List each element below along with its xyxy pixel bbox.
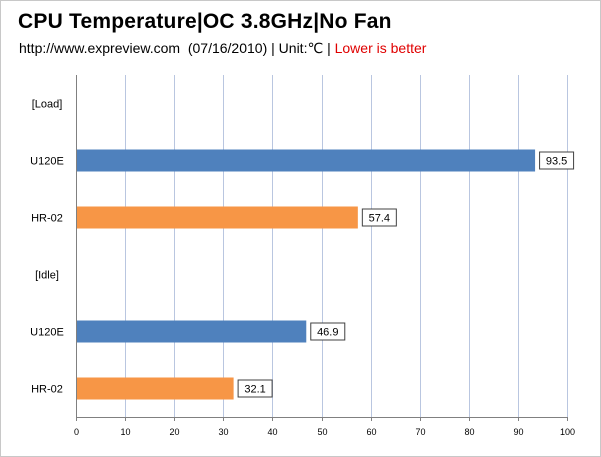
x-tick-label: 60 xyxy=(366,427,376,437)
x-tick-label: 30 xyxy=(218,427,228,437)
x-tick-label: 50 xyxy=(317,427,327,437)
x-tick-label: 100 xyxy=(560,427,575,437)
chart-subtitle: http://www.expreview.com (07/16/2010) | … xyxy=(19,40,426,57)
bar xyxy=(77,149,536,172)
data-label-box xyxy=(539,151,575,170)
x-tick-label: 0 xyxy=(74,427,79,437)
category-label: [Idle] xyxy=(35,270,59,282)
test-date: (07/16/2010) xyxy=(187,40,268,56)
data-label: 32.1 xyxy=(244,384,265,396)
data-label: 57.4 xyxy=(369,213,390,225)
x-tick-label: 80 xyxy=(464,427,474,437)
x-tick-label: 10 xyxy=(120,427,130,437)
bar xyxy=(77,377,234,400)
category-label: HR-02 xyxy=(31,213,63,225)
x-tick-label: 90 xyxy=(513,427,523,437)
unit-label: Unit:℃ xyxy=(278,40,324,56)
data-label: 46.9 xyxy=(317,327,338,339)
bar xyxy=(77,206,358,229)
x-tick-label: 20 xyxy=(169,427,179,437)
category-label: [Load] xyxy=(32,99,63,111)
lower-is-better-note: Lower is better xyxy=(334,40,427,56)
x-tick-label: 40 xyxy=(267,427,277,437)
source-url: http://www.expreview.com xyxy=(19,40,181,56)
chart-title: CPU Temperature|OC 3.8GHz|No Fan xyxy=(18,10,392,33)
data-label-box xyxy=(310,322,346,341)
subtitle-separator: | xyxy=(327,40,331,56)
data-label-box xyxy=(361,208,397,227)
bar xyxy=(77,320,307,343)
data-label-box xyxy=(237,379,273,398)
category-label: HR-02 xyxy=(31,384,63,396)
category-label: U120E xyxy=(30,327,64,339)
data-label: 93.5 xyxy=(546,156,567,168)
subtitle-separator: | xyxy=(271,40,275,56)
x-tick-label: 70 xyxy=(415,427,425,437)
category-label: U120E xyxy=(30,156,64,168)
